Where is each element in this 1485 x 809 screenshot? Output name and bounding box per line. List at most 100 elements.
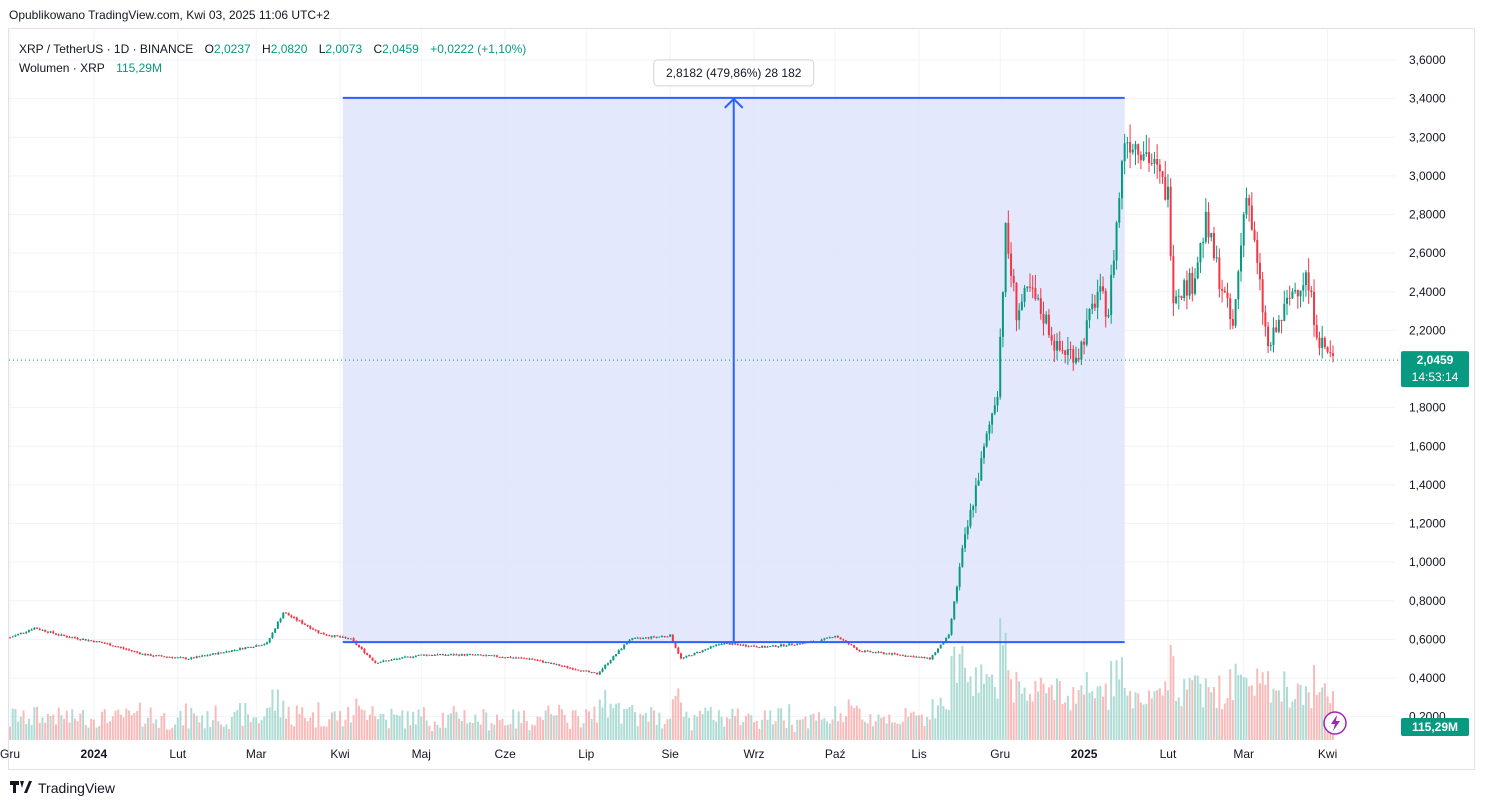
candle-body xyxy=(27,630,30,632)
volume-bar xyxy=(149,707,152,740)
candle-body xyxy=(168,656,171,658)
volume-bar xyxy=(755,720,758,740)
volume-bar xyxy=(1275,690,1278,740)
volume-bar xyxy=(163,713,166,740)
volume-bar xyxy=(815,720,818,740)
last-price-label: 2,0459 xyxy=(1417,353,1454,367)
candle-body xyxy=(352,638,355,642)
candle-body xyxy=(796,643,799,645)
open-value: 2,0237 xyxy=(213,42,251,56)
volume-bar xyxy=(1196,675,1199,740)
volume-bar xyxy=(65,710,68,740)
candle-body xyxy=(1129,142,1132,153)
candle-body xyxy=(715,644,718,646)
volume-bar xyxy=(301,707,304,740)
volume-bar xyxy=(625,708,628,740)
candle-body xyxy=(179,657,182,659)
candle-body xyxy=(698,652,701,654)
volume-bar xyxy=(587,711,590,740)
volume-bar xyxy=(744,715,747,740)
x-tick-label: Lut xyxy=(169,747,186,761)
candle-body xyxy=(693,652,696,656)
candle-body xyxy=(431,655,434,657)
candle-body xyxy=(138,652,141,655)
volume-bar xyxy=(33,707,36,740)
candle-body xyxy=(422,654,425,656)
countdown-label: 14:53:14 xyxy=(1412,370,1459,384)
candle-body xyxy=(666,636,669,638)
volume-label[interactable]: Wolumen · XRP xyxy=(19,61,105,75)
volume-bar xyxy=(915,715,918,740)
tradingview-logo[interactable]: TradingView xyxy=(10,780,115,796)
volume-bar xyxy=(799,719,802,740)
candle-body xyxy=(73,637,76,639)
candle-body xyxy=(931,655,934,660)
volume-bar xyxy=(1164,681,1167,740)
volume-bar xyxy=(336,720,339,740)
volume-bar xyxy=(312,712,315,740)
x-tick-label: Lis xyxy=(911,747,926,761)
volume-bar xyxy=(999,618,1002,740)
candle-body xyxy=(596,673,599,675)
candle-body xyxy=(344,636,347,638)
volume-bar xyxy=(693,714,696,740)
candle-body xyxy=(742,644,745,646)
flash-icon[interactable] xyxy=(1323,711,1347,735)
candle-body xyxy=(17,633,20,636)
volume-bar xyxy=(487,730,490,740)
candle-body xyxy=(401,657,404,659)
x-tick-label: Maj xyxy=(412,747,431,761)
volume-bar xyxy=(241,725,244,740)
x-tick-label: Kwi xyxy=(1318,747,1337,761)
volume-bar xyxy=(839,713,842,740)
volume-bar xyxy=(593,706,596,740)
volume-bar xyxy=(190,707,193,740)
volume-bar xyxy=(268,707,271,740)
candle-body xyxy=(395,658,398,660)
volume-bar xyxy=(122,717,125,740)
candle-body xyxy=(33,627,36,630)
candle-body xyxy=(322,633,325,635)
candle-body xyxy=(1012,275,1015,284)
candle-body xyxy=(41,629,44,631)
change-value: +0,0222 (+1,10%) xyxy=(430,42,527,56)
last-price-tag xyxy=(1401,351,1469,388)
volume-bar xyxy=(525,721,528,740)
volume-bar xyxy=(1194,675,1197,740)
candle-body xyxy=(90,640,93,642)
candle-body xyxy=(125,648,128,650)
candle-body xyxy=(669,634,672,637)
volume-bar xyxy=(982,683,985,740)
candle-body xyxy=(506,657,509,659)
volume-bar xyxy=(1115,660,1118,740)
volume-bar xyxy=(604,689,607,740)
volume-bar xyxy=(712,719,715,740)
candle-body xyxy=(244,647,247,650)
candle-body xyxy=(777,646,780,648)
volume-bar xyxy=(882,716,885,740)
candle-body xyxy=(1004,222,1007,293)
volume-bar xyxy=(382,713,385,740)
volume-bar xyxy=(1112,696,1115,740)
volume-bar xyxy=(1240,674,1243,740)
candle-body xyxy=(642,637,645,639)
volume-bar xyxy=(1061,703,1064,740)
volume-bar xyxy=(934,718,937,740)
candle-body xyxy=(980,458,983,481)
volume-bar xyxy=(577,716,580,740)
volume-bar xyxy=(128,710,131,740)
candle-body xyxy=(555,664,558,666)
volume-bar xyxy=(460,720,463,740)
volume-bar xyxy=(1166,690,1169,740)
candle-body xyxy=(1069,349,1072,351)
candle-body xyxy=(617,650,620,655)
candle-body xyxy=(904,655,907,657)
candle-body xyxy=(550,663,553,665)
volume-bar xyxy=(893,722,896,740)
symbol-label[interactable]: XRP / TetherUS · 1D · BINANCE xyxy=(19,42,194,56)
candle-body xyxy=(907,655,910,657)
volume-bar xyxy=(282,700,285,740)
volume-bar xyxy=(100,711,103,740)
candle-body xyxy=(1023,288,1026,302)
